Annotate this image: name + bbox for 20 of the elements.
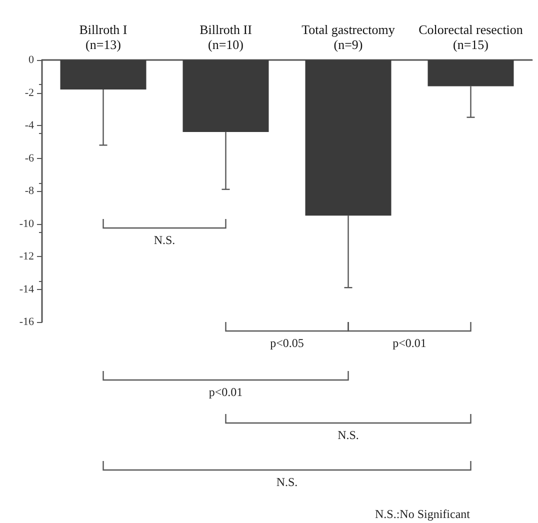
text: N.S. bbox=[276, 475, 298, 489]
x-tick-label: Billroth II (n=10) bbox=[200, 22, 252, 52]
y-tick-label: -14 bbox=[19, 283, 34, 296]
annotation: N.S. bbox=[154, 233, 176, 247]
text: N.S. bbox=[338, 428, 359, 442]
y-tick-label: -12 bbox=[19, 250, 34, 262]
x-tick-label: Total gastrectomy (n=9) bbox=[302, 22, 396, 52]
text: p<0.05 bbox=[270, 336, 304, 350]
x-tick-label: Colorectal resection (n=15) bbox=[418, 22, 524, 52]
text: N.S.:No Significant bbox=[375, 507, 471, 521]
y-tick-label: -8 bbox=[24, 185, 34, 197]
y-tick-label: -2 bbox=[24, 86, 34, 99]
y-tick-label: -4 bbox=[24, 120, 34, 132]
y-tick-label: 0 bbox=[28, 54, 34, 66]
x-tick-label: Billroth I (n=13) bbox=[79, 22, 128, 52]
y-tick-label: -6 bbox=[24, 152, 34, 164]
y-tick-label: -16 bbox=[19, 316, 34, 328]
text: p<0.01 bbox=[208, 385, 243, 399]
y-tick-label: -10 bbox=[19, 218, 34, 230]
text: p<0.01 bbox=[392, 336, 426, 350]
